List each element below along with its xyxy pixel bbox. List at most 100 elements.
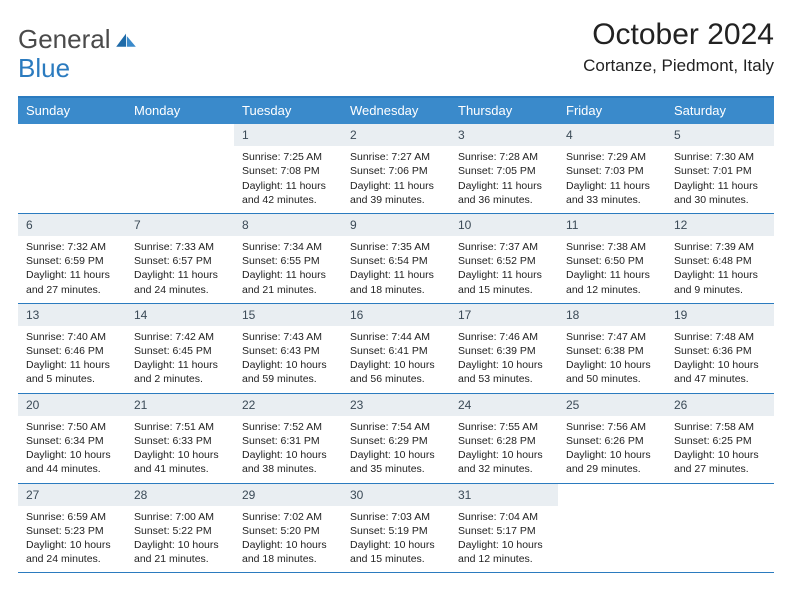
daylight-text-2: and 41 minutes.: [134, 462, 226, 476]
daylight-text-2: and 35 minutes.: [350, 462, 442, 476]
sunrise-text: Sunrise: 7:37 AM: [458, 240, 550, 254]
day-number: 18: [558, 304, 666, 326]
day-number: 21: [126, 394, 234, 416]
daylight-text-1: Daylight: 10 hours: [134, 448, 226, 462]
day-cell: 24Sunrise: 7:55 AMSunset: 6:28 PMDayligh…: [450, 394, 558, 483]
sunrise-text: Sunrise: 7:54 AM: [350, 420, 442, 434]
dow-friday: Friday: [558, 98, 666, 124]
daylight-text-1: Daylight: 10 hours: [566, 358, 658, 372]
day-body: Sunrise: 7:25 AMSunset: 7:08 PMDaylight:…: [234, 146, 342, 213]
day-number: 17: [450, 304, 558, 326]
day-number: 23: [342, 394, 450, 416]
day-number: 14: [126, 304, 234, 326]
sunrise-text: Sunrise: 7:48 AM: [674, 330, 766, 344]
day-number: 19: [666, 304, 774, 326]
day-cell: 19Sunrise: 7:48 AMSunset: 6:36 PMDayligh…: [666, 304, 774, 393]
daylight-text-2: and 24 minutes.: [134, 283, 226, 297]
dow-tuesday: Tuesday: [234, 98, 342, 124]
sunset-text: Sunset: 5:23 PM: [26, 524, 118, 538]
day-cell: 16Sunrise: 7:44 AMSunset: 6:41 PMDayligh…: [342, 304, 450, 393]
day-body: Sunrise: 7:30 AMSunset: 7:01 PMDaylight:…: [666, 146, 774, 213]
sunrise-text: Sunrise: 7:50 AM: [26, 420, 118, 434]
day-body: Sunrise: 7:00 AMSunset: 5:22 PMDaylight:…: [126, 506, 234, 573]
sunrise-text: Sunrise: 7:47 AM: [566, 330, 658, 344]
sunrise-text: Sunrise: 7:56 AM: [566, 420, 658, 434]
sunset-text: Sunset: 6:50 PM: [566, 254, 658, 268]
day-number: 25: [558, 394, 666, 416]
daylight-text-2: and 29 minutes.: [566, 462, 658, 476]
daylight-text-2: and 38 minutes.: [242, 462, 334, 476]
day-number: 16: [342, 304, 450, 326]
sunrise-text: Sunrise: 7:30 AM: [674, 150, 766, 164]
daylight-text-2: and 18 minutes.: [350, 283, 442, 297]
sunrise-text: Sunrise: 7:03 AM: [350, 510, 442, 524]
day-body: Sunrise: 7:54 AMSunset: 6:29 PMDaylight:…: [342, 416, 450, 483]
day-cell: 23Sunrise: 7:54 AMSunset: 6:29 PMDayligh…: [342, 394, 450, 483]
daylight-text-1: Daylight: 10 hours: [26, 538, 118, 552]
daylight-text-1: Daylight: 10 hours: [458, 538, 550, 552]
daylight-text-2: and 50 minutes.: [566, 372, 658, 386]
day-number: 12: [666, 214, 774, 236]
sunrise-text: Sunrise: 7:39 AM: [674, 240, 766, 254]
day-cell: 25Sunrise: 7:56 AMSunset: 6:26 PMDayligh…: [558, 394, 666, 483]
day-number: 10: [450, 214, 558, 236]
sunrise-text: Sunrise: 7:28 AM: [458, 150, 550, 164]
daylight-text-2: and 2 minutes.: [134, 372, 226, 386]
daylight-text-2: and 36 minutes.: [458, 193, 550, 207]
sunrise-text: Sunrise: 6:59 AM: [26, 510, 118, 524]
day-cell: 29Sunrise: 7:02 AMSunset: 5:20 PMDayligh…: [234, 484, 342, 573]
day-number: 3: [450, 124, 558, 146]
dow-sunday: Sunday: [18, 98, 126, 124]
sunrise-text: Sunrise: 7:29 AM: [566, 150, 658, 164]
sunrise-text: Sunrise: 7:52 AM: [242, 420, 334, 434]
daylight-text-1: Daylight: 10 hours: [26, 448, 118, 462]
day-body: Sunrise: 7:27 AMSunset: 7:06 PMDaylight:…: [342, 146, 450, 213]
logo-sail-icon: [114, 26, 138, 57]
day-cell: 4Sunrise: 7:29 AMSunset: 7:03 PMDaylight…: [558, 124, 666, 213]
logo-word2: Blue: [18, 53, 138, 84]
daylight-text-2: and 18 minutes.: [242, 552, 334, 566]
daylight-text-1: Daylight: 10 hours: [350, 448, 442, 462]
daylight-text-1: Daylight: 11 hours: [242, 268, 334, 282]
day-number: 29: [234, 484, 342, 506]
day-cell: 12Sunrise: 7:39 AMSunset: 6:48 PMDayligh…: [666, 214, 774, 303]
day-number: 5: [666, 124, 774, 146]
daylight-text-1: Daylight: 11 hours: [674, 268, 766, 282]
location: Cortanze, Piedmont, Italy: [583, 56, 774, 76]
daylight-text-1: Daylight: 10 hours: [674, 448, 766, 462]
week-row: 20Sunrise: 7:50 AMSunset: 6:34 PMDayligh…: [18, 394, 774, 484]
sunrise-text: Sunrise: 7:35 AM: [350, 240, 442, 254]
daylight-text-1: Daylight: 11 hours: [134, 358, 226, 372]
day-body: Sunrise: 7:46 AMSunset: 6:39 PMDaylight:…: [450, 326, 558, 393]
day-body: Sunrise: 7:50 AMSunset: 6:34 PMDaylight:…: [18, 416, 126, 483]
day-number: 9: [342, 214, 450, 236]
sunset-text: Sunset: 6:29 PM: [350, 434, 442, 448]
daylight-text-1: Daylight: 10 hours: [134, 538, 226, 552]
day-cell: ..: [18, 124, 126, 213]
sunset-text: Sunset: 6:48 PM: [674, 254, 766, 268]
day-body: Sunrise: 7:58 AMSunset: 6:25 PMDaylight:…: [666, 416, 774, 483]
dow-saturday: Saturday: [666, 98, 774, 124]
day-cell: 15Sunrise: 7:43 AMSunset: 6:43 PMDayligh…: [234, 304, 342, 393]
day-body: Sunrise: 7:44 AMSunset: 6:41 PMDaylight:…: [342, 326, 450, 393]
day-number: 27: [18, 484, 126, 506]
daylight-text-2: and 15 minutes.: [350, 552, 442, 566]
day-cell: ..: [558, 484, 666, 573]
daylight-text-2: and 27 minutes.: [26, 283, 118, 297]
dow-thursday: Thursday: [450, 98, 558, 124]
day-body: Sunrise: 7:52 AMSunset: 6:31 PMDaylight:…: [234, 416, 342, 483]
day-body: Sunrise: 7:39 AMSunset: 6:48 PMDaylight:…: [666, 236, 774, 303]
day-cell: 26Sunrise: 7:58 AMSunset: 6:25 PMDayligh…: [666, 394, 774, 483]
daylight-text-2: and 30 minutes.: [674, 193, 766, 207]
daylight-text-2: and 47 minutes.: [674, 372, 766, 386]
day-body: Sunrise: 7:32 AMSunset: 6:59 PMDaylight:…: [18, 236, 126, 303]
week-row: 6Sunrise: 7:32 AMSunset: 6:59 PMDaylight…: [18, 214, 774, 304]
sunset-text: Sunset: 6:39 PM: [458, 344, 550, 358]
day-number: 24: [450, 394, 558, 416]
sunrise-text: Sunrise: 7:00 AM: [134, 510, 226, 524]
day-cell: 5Sunrise: 7:30 AMSunset: 7:01 PMDaylight…: [666, 124, 774, 213]
day-body: Sunrise: 7:48 AMSunset: 6:36 PMDaylight:…: [666, 326, 774, 393]
daylight-text-1: Daylight: 11 hours: [350, 179, 442, 193]
sunset-text: Sunset: 5:22 PM: [134, 524, 226, 538]
day-cell: 3Sunrise: 7:28 AMSunset: 7:05 PMDaylight…: [450, 124, 558, 213]
